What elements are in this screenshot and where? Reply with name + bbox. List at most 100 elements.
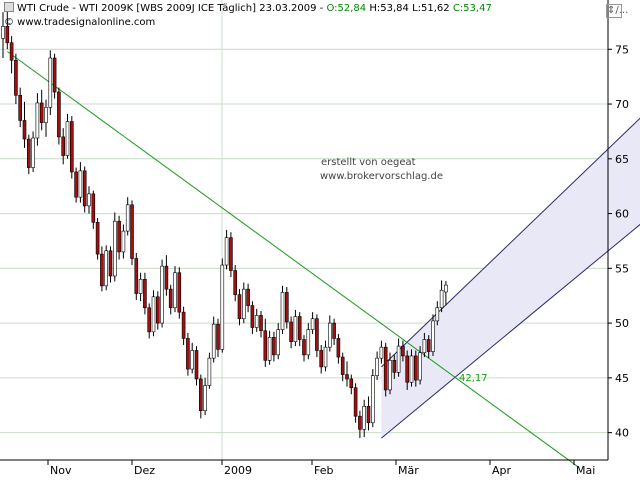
candle-body bbox=[87, 193, 91, 207]
candle bbox=[422, 332, 427, 358]
y-tick-label: 60 bbox=[615, 208, 629, 221]
candle bbox=[121, 224, 126, 259]
candle bbox=[405, 350, 410, 390]
candle-body bbox=[22, 120, 27, 140]
candle-body bbox=[362, 406, 367, 430]
candle bbox=[125, 197, 130, 236]
candle bbox=[31, 131, 35, 172]
x-tick-label: Apr bbox=[492, 464, 512, 477]
candle bbox=[254, 308, 259, 332]
candle bbox=[284, 286, 289, 329]
candle bbox=[413, 350, 418, 387]
candle bbox=[345, 361, 349, 387]
candle bbox=[61, 128, 66, 165]
y-tick-label: 40 bbox=[615, 427, 629, 440]
header-open: O:52,84 bbox=[326, 3, 367, 14]
channel-value-label: 42,17 bbox=[459, 373, 488, 384]
candle-body bbox=[173, 272, 177, 309]
y-axis: 40 45 50 55 60 65 70 75 bbox=[607, 0, 629, 460]
candle-body bbox=[151, 296, 156, 333]
candle bbox=[48, 50, 53, 115]
y-tick-label: 50 bbox=[615, 317, 629, 330]
regression-channel bbox=[381, 117, 640, 439]
chart-menu-icon[interactable] bbox=[4, 2, 14, 12]
candle-body bbox=[220, 264, 225, 350]
candle bbox=[207, 352, 212, 389]
candle bbox=[327, 315, 332, 352]
candle-body bbox=[44, 107, 48, 123]
candle bbox=[5, 10, 10, 50]
candle bbox=[134, 253, 139, 301]
channel-upper-line bbox=[381, 117, 640, 368]
candle-body bbox=[439, 289, 444, 309]
candle bbox=[82, 166, 87, 213]
annotation-author: erstellt von oegeat bbox=[321, 157, 416, 168]
candle-body bbox=[242, 288, 246, 320]
y-tick-label: 70 bbox=[615, 98, 629, 111]
candle-body bbox=[297, 316, 302, 340]
candle bbox=[375, 351, 379, 381]
candle bbox=[362, 399, 367, 437]
candle-body bbox=[315, 318, 319, 351]
candle-body bbox=[310, 318, 315, 330]
candle bbox=[379, 340, 384, 364]
candle bbox=[280, 285, 285, 335]
candle-body bbox=[18, 94, 23, 121]
candle-body bbox=[186, 338, 190, 370]
candle-body bbox=[143, 278, 147, 309]
candle-body bbox=[160, 265, 164, 324]
scale-toggle-icon[interactable]: ⇕/... bbox=[606, 4, 629, 18]
candle-body bbox=[289, 321, 293, 343]
candle-body bbox=[121, 230, 126, 253]
candle-body bbox=[168, 288, 173, 309]
candle bbox=[26, 134, 31, 175]
candle bbox=[113, 212, 117, 282]
candle-body bbox=[435, 307, 440, 322]
y-tick-label: 55 bbox=[615, 262, 629, 275]
candle bbox=[293, 309, 298, 347]
candle bbox=[186, 332, 190, 376]
candle-body bbox=[379, 346, 384, 359]
candle-body bbox=[113, 220, 117, 277]
candle bbox=[22, 101, 27, 148]
channel-fill bbox=[381, 118, 640, 439]
candle-body bbox=[9, 42, 14, 61]
y-tick-label: 75 bbox=[615, 43, 629, 56]
candle-body bbox=[370, 375, 375, 424]
candle bbox=[14, 53, 18, 105]
candle-body bbox=[203, 385, 207, 412]
candle-body bbox=[14, 59, 18, 96]
x-axis: Nov Dez 2009 Feb Mär Apr Mai bbox=[0, 459, 608, 477]
candle-body bbox=[254, 315, 259, 328]
candle bbox=[177, 267, 182, 319]
candle-body bbox=[263, 330, 268, 361]
candle bbox=[319, 345, 324, 374]
candle-body bbox=[48, 57, 53, 108]
candle bbox=[211, 316, 216, 363]
candle bbox=[18, 87, 23, 128]
x-tick-label: 2009 bbox=[224, 464, 252, 477]
candle bbox=[439, 280, 444, 313]
candle-body bbox=[35, 102, 40, 139]
candle-body bbox=[134, 258, 139, 294]
candle bbox=[173, 266, 177, 313]
candle bbox=[117, 215, 121, 260]
candle bbox=[39, 89, 44, 131]
candle bbox=[276, 323, 281, 360]
candle-body bbox=[57, 91, 61, 138]
candle-body bbox=[91, 193, 96, 223]
trendline bbox=[7, 51, 580, 469]
candle-body bbox=[388, 360, 392, 391]
candle-body bbox=[276, 329, 281, 356]
candle-body bbox=[216, 323, 220, 350]
header-close: C:53,47 bbox=[452, 3, 492, 14]
x-tick-label: Mär bbox=[398, 464, 419, 477]
candle-body bbox=[426, 339, 431, 352]
candle-body bbox=[327, 322, 332, 348]
candle bbox=[401, 340, 405, 362]
x-tick-label: Dez bbox=[134, 464, 155, 477]
candle bbox=[220, 258, 225, 353]
candle bbox=[78, 162, 83, 203]
candle-body bbox=[104, 250, 108, 287]
